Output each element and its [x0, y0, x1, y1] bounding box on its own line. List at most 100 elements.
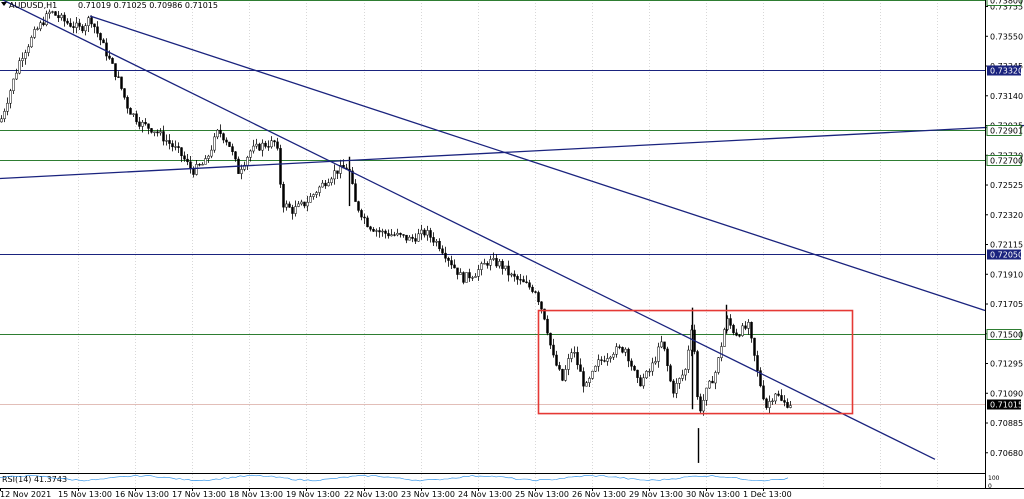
candle [516, 274, 519, 285]
candle [507, 260, 510, 282]
candle-body [429, 230, 432, 238]
candle [630, 358, 633, 371]
candle-body [699, 396, 702, 412]
candle [402, 234, 405, 238]
candle-body [318, 186, 321, 193]
candle-body [0, 118, 3, 123]
candle [372, 227, 375, 232]
candle-body [321, 182, 324, 188]
candle [306, 195, 309, 212]
candle-body [36, 28, 39, 30]
candle-body [303, 201, 306, 207]
candle [96, 21, 99, 38]
price-tick-label: 0.73755 [990, 3, 1023, 12]
rsi-axis-min: 0 [988, 483, 992, 490]
candle-body [648, 370, 651, 373]
candle-body [582, 371, 585, 387]
candle-body [279, 148, 282, 185]
candle-body [489, 259, 492, 266]
candle-body [120, 76, 123, 89]
candle-body [765, 398, 768, 408]
rsi-panel: RSI(14) 41.3743 100 0 [0, 474, 1000, 490]
candle-body [711, 380, 714, 384]
candle [267, 140, 270, 151]
candle [744, 321, 747, 331]
candle-body [549, 332, 552, 346]
candle [381, 228, 384, 237]
candle-body [45, 13, 48, 26]
candle [30, 35, 33, 48]
candle-body [669, 365, 672, 382]
candle-body [3, 111, 6, 120]
candle [216, 129, 219, 140]
candle [0, 115, 3, 123]
candle [219, 124, 222, 138]
candle [435, 238, 438, 247]
candle [768, 395, 771, 414]
level-label-bg [986, 155, 1022, 166]
candle [540, 301, 543, 314]
candle [570, 348, 573, 363]
candle-body [267, 146, 270, 148]
price-tick-label: 0.72320 [990, 211, 1023, 220]
chevron-down-icon[interactable] [1, 2, 7, 6]
price-tick-label: 0.73550 [990, 32, 1023, 41]
candle-body [585, 382, 588, 387]
rsi-line [0, 474, 789, 482]
candle-body [486, 263, 489, 266]
candle [279, 144, 282, 188]
candle-body [81, 26, 84, 32]
candle-body [534, 291, 537, 293]
candle-body [492, 258, 495, 260]
candle [615, 343, 618, 358]
candle-body [336, 170, 339, 174]
candle [180, 147, 183, 163]
rsi-axis-max: 100 [988, 475, 1000, 482]
candle [258, 142, 261, 152]
candle [105, 38, 108, 61]
trendline [0, 124, 1024, 180]
candle [417, 228, 420, 242]
candle-body [231, 146, 234, 152]
candle-body [603, 360, 606, 362]
candle [444, 246, 447, 263]
candle [579, 358, 582, 372]
level-label: 0.73800 [990, 0, 1023, 6]
candle [363, 213, 366, 225]
candle [429, 227, 432, 243]
candle-body [426, 230, 429, 236]
candle [114, 63, 117, 81]
candle [54, 11, 57, 16]
candle-body [144, 121, 147, 125]
candle-body [708, 380, 711, 389]
candle [480, 261, 483, 276]
candle-body [252, 145, 255, 152]
level-label-bg [986, 329, 1022, 340]
candle-body [93, 23, 96, 28]
candle-body [762, 385, 765, 400]
candle [672, 379, 675, 398]
candle-body [141, 121, 144, 127]
candle [228, 141, 231, 147]
candle-body [594, 365, 597, 372]
candle-body [180, 147, 183, 157]
time-tick-label: 18 Nov 13:00 [229, 490, 283, 499]
candle-body [186, 158, 189, 163]
candle [249, 149, 252, 162]
candle [393, 231, 396, 237]
candle-body [714, 372, 717, 384]
price-tick-label: 0.70680 [990, 449, 1023, 458]
candle-body [78, 22, 81, 27]
candle-body [552, 344, 555, 356]
candle [159, 128, 162, 136]
candle [474, 273, 477, 278]
candle [456, 267, 459, 280]
time-tick-label: 19 Nov 13:00 [286, 490, 340, 499]
level-label: 0.73320 [990, 67, 1023, 76]
candle-body [213, 136, 216, 151]
candle-body [366, 217, 369, 228]
candle [294, 200, 297, 217]
candle-body [195, 164, 198, 175]
candle-body [702, 399, 705, 412]
candle-body [177, 146, 180, 148]
